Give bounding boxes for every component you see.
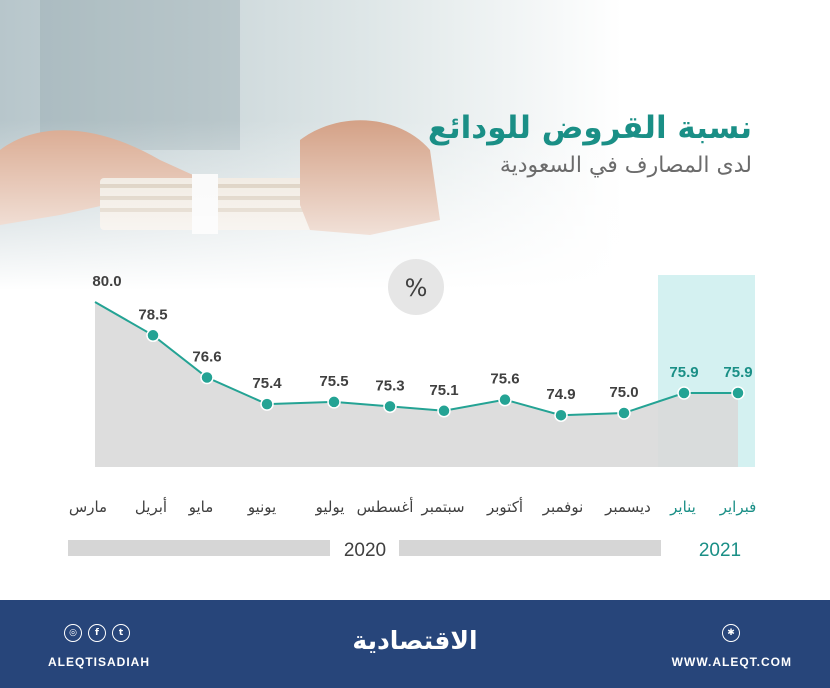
data-point bbox=[731, 386, 745, 400]
x-tick-label: أبريل bbox=[135, 497, 167, 516]
twitter-icon[interactable]: t bbox=[112, 624, 130, 642]
x-tick-label: مارس bbox=[69, 498, 107, 516]
x-tick-label: فبراير bbox=[719, 498, 757, 516]
x-tick-label: نوفمبر bbox=[542, 498, 584, 516]
area-fill bbox=[95, 302, 738, 467]
value-label: 76.6 bbox=[192, 348, 221, 365]
data-point bbox=[383, 399, 397, 414]
background-photo bbox=[0, 0, 830, 290]
data-point bbox=[146, 328, 160, 343]
x-tick-label: سبتمبر bbox=[420, 498, 464, 516]
website-link[interactable]: WWW.ALEQT.COM bbox=[671, 655, 792, 669]
line-chart: % 80.0 78.5 76.6 75.4 75.5 75.3 75.1 75.6 74.9 75.… bbox=[68, 259, 757, 561]
unit-label: % bbox=[405, 274, 428, 302]
value-label: 78.5 bbox=[138, 306, 167, 323]
value-label: 75.0 bbox=[609, 384, 638, 401]
data-point bbox=[200, 370, 214, 385]
title-block: نسبة القروض للودائع لدى المصارف في السعو… bbox=[428, 108, 752, 184]
brand-logo: الاقتصادية bbox=[352, 626, 478, 655]
x-tick-label: يناير bbox=[669, 498, 696, 516]
data-point bbox=[554, 408, 568, 422]
footer-bar: ◎ f t ALEQTISADIAH الاقتصادية ✱ WWW.ALEQ… bbox=[0, 600, 830, 688]
value-label: 75.3 bbox=[375, 377, 404, 394]
data-point bbox=[677, 386, 691, 400]
instagram-icon[interactable]: ◎ bbox=[64, 624, 82, 642]
value-label: 75.6 bbox=[490, 371, 519, 388]
x-tick-label: يونيو bbox=[247, 498, 276, 516]
value-label: 75.9 bbox=[669, 364, 698, 381]
x-tick-label: أكتوبر bbox=[486, 497, 523, 516]
data-point bbox=[437, 404, 451, 418]
year-label: 2020 bbox=[344, 540, 386, 561]
basket-icon[interactable]: ✱ bbox=[722, 624, 740, 642]
data-point bbox=[260, 397, 274, 411]
x-tick-label: ديسمبر bbox=[604, 498, 651, 516]
chart-subtitle: لدى المصارف في السعودية bbox=[499, 153, 752, 178]
social-links: ◎ f t bbox=[64, 624, 130, 642]
value-label: 75.4 bbox=[252, 375, 282, 392]
unit-badge bbox=[388, 259, 444, 315]
value-label: 75.9 bbox=[723, 364, 752, 381]
facebook-icon[interactable]: f bbox=[88, 624, 106, 642]
data-point bbox=[327, 395, 341, 409]
year-label: 2021 bbox=[699, 540, 741, 561]
value-label: 75.1 bbox=[429, 382, 458, 399]
series-line bbox=[94, 301, 738, 417]
x-tick-label: أغسطس bbox=[357, 497, 414, 516]
value-label: 74.9 bbox=[546, 386, 575, 403]
value-label: 80.0 bbox=[92, 273, 121, 290]
data-point bbox=[498, 392, 512, 407]
chart-title: نسبة القروض للودائع bbox=[427, 110, 752, 146]
data-point bbox=[617, 406, 631, 420]
x-tick-label: مايو bbox=[188, 498, 214, 516]
social-handle[interactable]: ALEQTISADIAH bbox=[48, 655, 150, 669]
value-label: 75.5 bbox=[319, 373, 348, 390]
x-tick-label: يوليو bbox=[315, 498, 345, 516]
year-bar-2020-left bbox=[68, 540, 330, 556]
year-bar-2020-right bbox=[399, 540, 661, 556]
